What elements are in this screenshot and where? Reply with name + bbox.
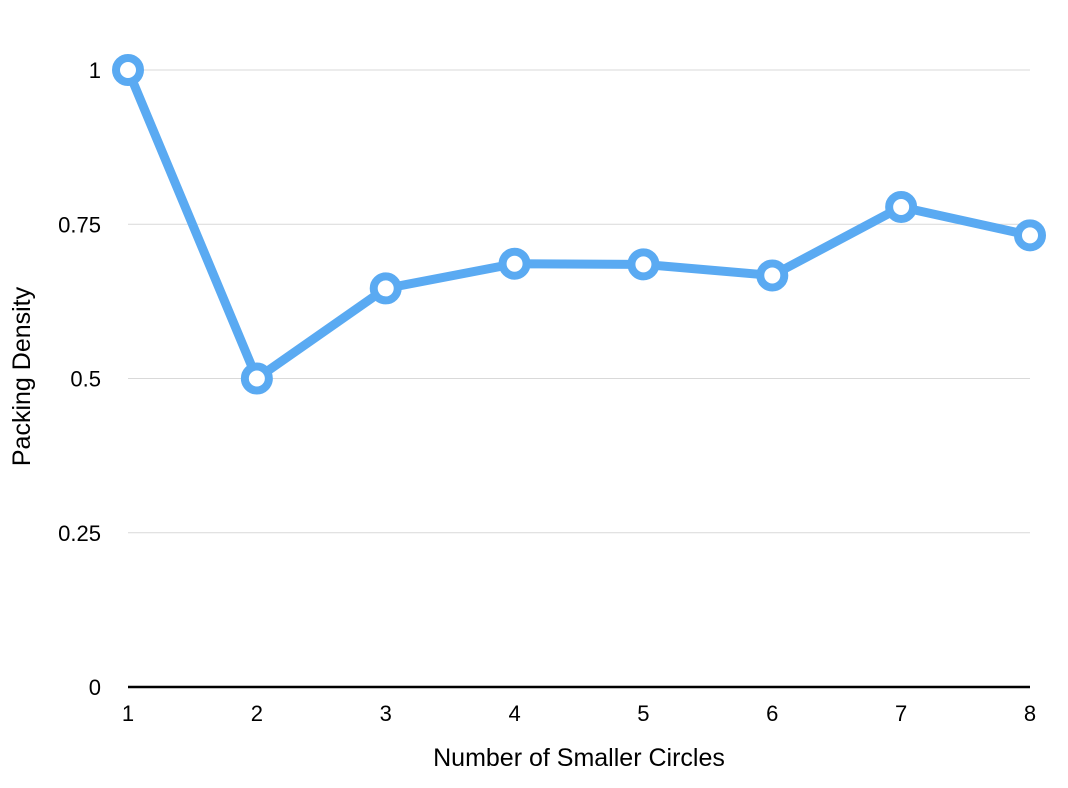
x-tick-label: 1 [122, 701, 134, 726]
data-point[interactable] [1014, 219, 1046, 252]
x-tick-label: 5 [637, 701, 649, 726]
data-point[interactable] [240, 362, 273, 395]
y-tick-label: 0.5 [70, 367, 101, 392]
y-tick-label: 0.75 [58, 212, 101, 237]
data-point[interactable] [885, 190, 918, 223]
x-tick-label: 6 [766, 701, 778, 726]
y-axis-title: Packing Density [8, 286, 36, 466]
x-tick-label: 4 [508, 701, 520, 726]
x-tick-label: 2 [251, 701, 263, 726]
gridlines [128, 69, 1030, 534]
x-tick-label: 8 [1024, 701, 1036, 726]
data-point[interactable] [627, 248, 660, 281]
x-axis-title: Number of Smaller Circles [433, 744, 725, 772]
data-point[interactable] [756, 259, 789, 292]
x-tick-labels: 1 2 3 4 5 6 7 8 [122, 701, 1036, 726]
y-tick-labels: 0 0.25 0.5 0.75 1 [58, 58, 101, 700]
data-point-markers [112, 54, 1046, 395]
series-lines [123, 65, 1035, 383]
x-tick-label: 7 [895, 701, 907, 726]
y-tick-label: 1 [89, 58, 101, 83]
data-point[interactable] [112, 54, 144, 86]
series-line [123, 65, 1035, 383]
y-tick-label: 0 [89, 675, 101, 700]
data-point[interactable] [498, 247, 531, 280]
data-point[interactable] [369, 272, 402, 305]
y-tick-label: 0.25 [58, 521, 101, 546]
x-tick-label: 3 [380, 701, 392, 726]
